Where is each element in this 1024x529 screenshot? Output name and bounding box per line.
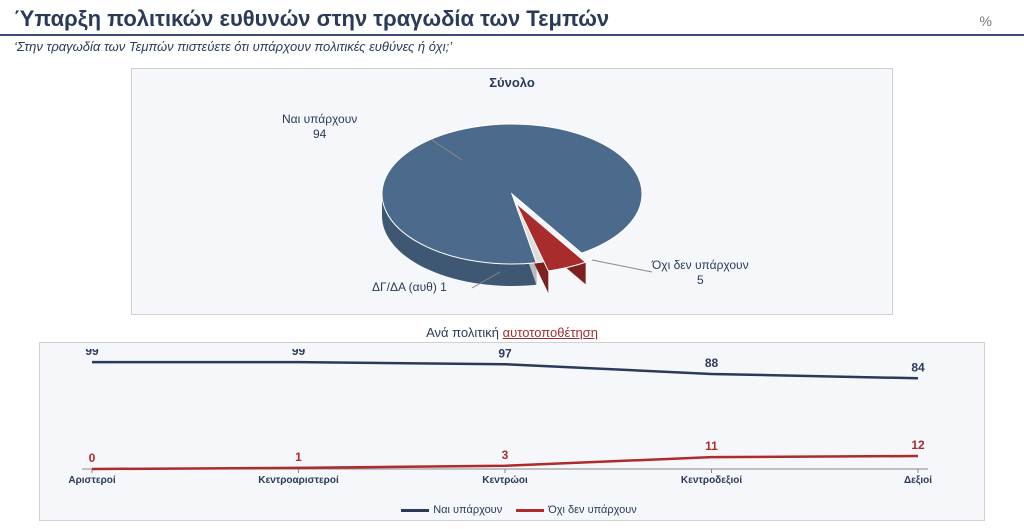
line-chart-legend: Ναι υπάρχουν Όχι δεν υπάρχουν — [52, 504, 972, 516]
data-point-label: 0 — [89, 451, 96, 465]
page-subtitle: ‘Στην τραγωδία των Τεμπών πιστεύετε ότι … — [0, 36, 1024, 64]
pie-slice-label: Όχι δεν υπάρχουν5 — [652, 258, 749, 288]
pie-slice-label: Ναι υπάρχουν94 — [282, 112, 357, 142]
x-axis-label: Δεξιοί — [904, 475, 932, 486]
data-point-label: 11 — [705, 439, 718, 453]
legend-label: Ναι υπάρχουν — [433, 504, 502, 516]
pie-chart: Ναι υπάρχουν94 Όχι δεν υπάρχουν5 ΔΓ/ΔΑ (αυ… — [132, 94, 892, 304]
data-point-label: 99 — [292, 349, 306, 358]
legend-swatch — [401, 509, 429, 512]
line-title-text: Ανά πολιτική — [426, 325, 503, 340]
percent-indicator: % — [980, 13, 1010, 29]
data-point-label: 99 — [85, 349, 99, 358]
data-point-label: 84 — [911, 360, 925, 374]
x-axis-label: Κεντροδεξιοί — [681, 475, 742, 486]
pie-chart-title: Σύνολο — [132, 75, 892, 90]
data-point-label: 97 — [498, 349, 512, 360]
legend-swatch — [516, 509, 544, 512]
data-point-label: 88 — [705, 356, 719, 370]
legend-label: Όχι δεν υπάρχουν — [548, 504, 637, 516]
data-point-label: 12 — [911, 438, 925, 452]
line-title-underlined: αυτοτοποθέτηση — [503, 325, 598, 340]
pie-slice-label: ΔΓ/ΔΑ (αυθ) 1 — [372, 280, 447, 295]
line-chart: Αριστεροί Κεντροαριστεροί Κεντρώοι Κεντροδε… — [52, 349, 948, 497]
line-chart-title: Ανά πολιτική αυτοτοποθέτηση — [0, 325, 1024, 340]
data-point-label: 1 — [295, 450, 302, 464]
pie-chart-panel: Σύνολο Ναι υπάρχουν94 Όχι δεν υπάρχουν5 ΔΓ… — [131, 68, 893, 315]
x-axis-label: Κεντρώοι — [482, 475, 528, 486]
x-axis-label: Κεντροαριστεροί — [258, 475, 339, 486]
header-bar: Ύπαρξη πολιτικών ευθυνών στην τραγωδία τ… — [0, 0, 1024, 36]
line-series — [92, 362, 918, 378]
line-chart-panel: Αριστεροί Κεντροαριστεροί Κεντρώοι Κεντροδε… — [39, 342, 985, 521]
page-title: Ύπαρξη πολιτικών ευθυνών στην τραγωδία τ… — [14, 6, 980, 32]
x-axis-label: Αριστεροί — [68, 475, 116, 486]
data-point-label: 3 — [502, 448, 509, 462]
